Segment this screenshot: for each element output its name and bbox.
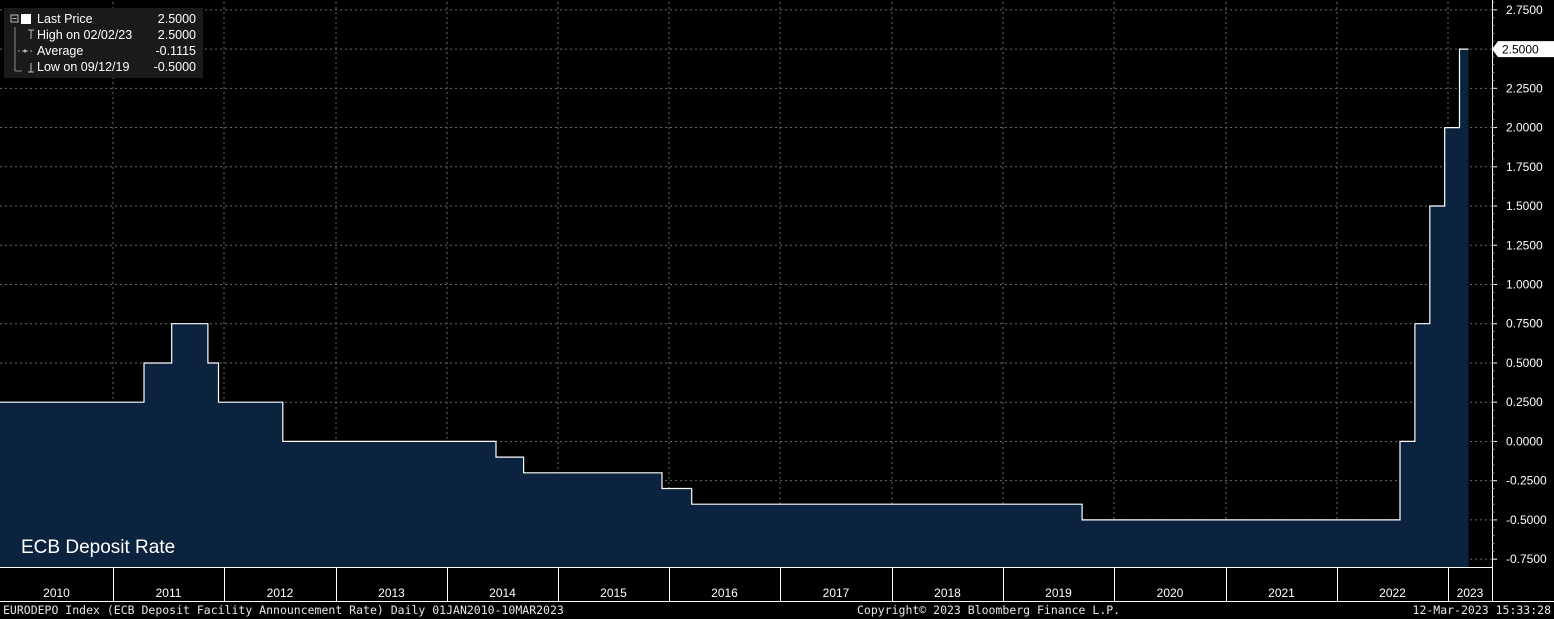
x-tick-label: 2022 [1379,586,1406,600]
x-tick-label: 2021 [1268,586,1295,600]
legend-high-value: 2.5000 [157,28,196,42]
x-tick-label: 2020 [1157,586,1184,600]
footer-copyright: Copyright© 2023 Bloomberg Finance L.P. [857,603,1121,617]
series-area [0,48,1469,568]
x-tick-label: 2012 [267,586,294,600]
y-tick-label: 1.5000 [1506,199,1543,213]
legend-last-value: 2.5000 [157,12,196,26]
y-tick-label: 1.0000 [1506,278,1543,292]
y-tick-label: 2.0000 [1506,121,1543,135]
y-tick-label: 2.7500 [1506,3,1543,17]
last-price-marker: 2.5000 [1492,41,1554,58]
low-marker-icon [8,59,34,75]
y-tick-label: 0.2500 [1506,395,1543,409]
y-tick-label: 1.2500 [1506,238,1543,252]
legend-high-label: High on 02/02/23 [37,28,133,42]
y-tick-label: 0.5000 [1506,356,1543,370]
legend-low-value: -0.5000 [153,60,196,74]
high-marker-icon [8,27,34,43]
x-tick-label: 2018 [934,586,961,600]
legend-average[interactable]: Average -0.1115 [4,43,203,59]
y-axis: -0.7500 -0.5000 -0.2500 0.0000 0.2500 0.5000 0… [1492,1,1547,566]
footer-timestamp: 12-Mar-2023 15:33:28 [1412,603,1551,617]
legend-low-label: Low on 09/12/19 [37,60,130,74]
x-tick-label: 2011 [156,586,182,600]
x-tick-label: 2013 [378,586,405,600]
legend-low[interactable]: Low on 09/12/19 -0.5000 [4,59,203,75]
x-axis: 2010 2011 2012 2013 2014 2015 2016 2017 2018 2019… [43,567,1493,601]
x-tick-label: 2019 [1045,586,1072,600]
y-tick-label: -0.7500 [1506,552,1547,566]
x-tick-label: 2023 [1457,586,1484,600]
y-tick-label: -0.5000 [1506,513,1547,527]
legend-last-price[interactable]: Last Price 2.5000 [4,11,203,27]
y-tick-label: 1.7500 [1506,160,1543,174]
average-marker-icon [8,43,38,59]
x-tick-label: 2016 [711,586,738,600]
x-tick-label: 2014 [489,586,516,600]
x-tick-label: 2010 [43,586,70,600]
footer-security-description: EURODEPO Index (ECB Deposit Facility Ann… [3,603,564,617]
y-tick-label: 0.0000 [1506,434,1543,448]
last-price-tag [1492,41,1554,58]
x-tick-label: 2015 [600,586,627,600]
y-tick-label: -0.2500 [1506,474,1547,488]
legend-average-label: Average [37,44,84,58]
legend: Last Price 2.5000 High on 02/02/23 2.500… [4,8,203,78]
collapse-box-icon[interactable] [8,11,34,27]
last-price-tag-label: 2.5000 [1502,43,1539,57]
legend-high[interactable]: High on 02/02/23 2.5000 [4,27,203,43]
x-tick-label: 2017 [823,586,850,600]
series-area-fill [0,49,1469,568]
y-tick-label: 2.2500 [1506,81,1543,95]
legend-last-label: Last Price [37,12,93,26]
series-line [0,48,1469,521]
y-tick-label: 0.7500 [1506,317,1543,331]
legend-average-value: -0.1115 [155,44,196,58]
chart-title: ECB Deposit Rate [21,537,176,558]
